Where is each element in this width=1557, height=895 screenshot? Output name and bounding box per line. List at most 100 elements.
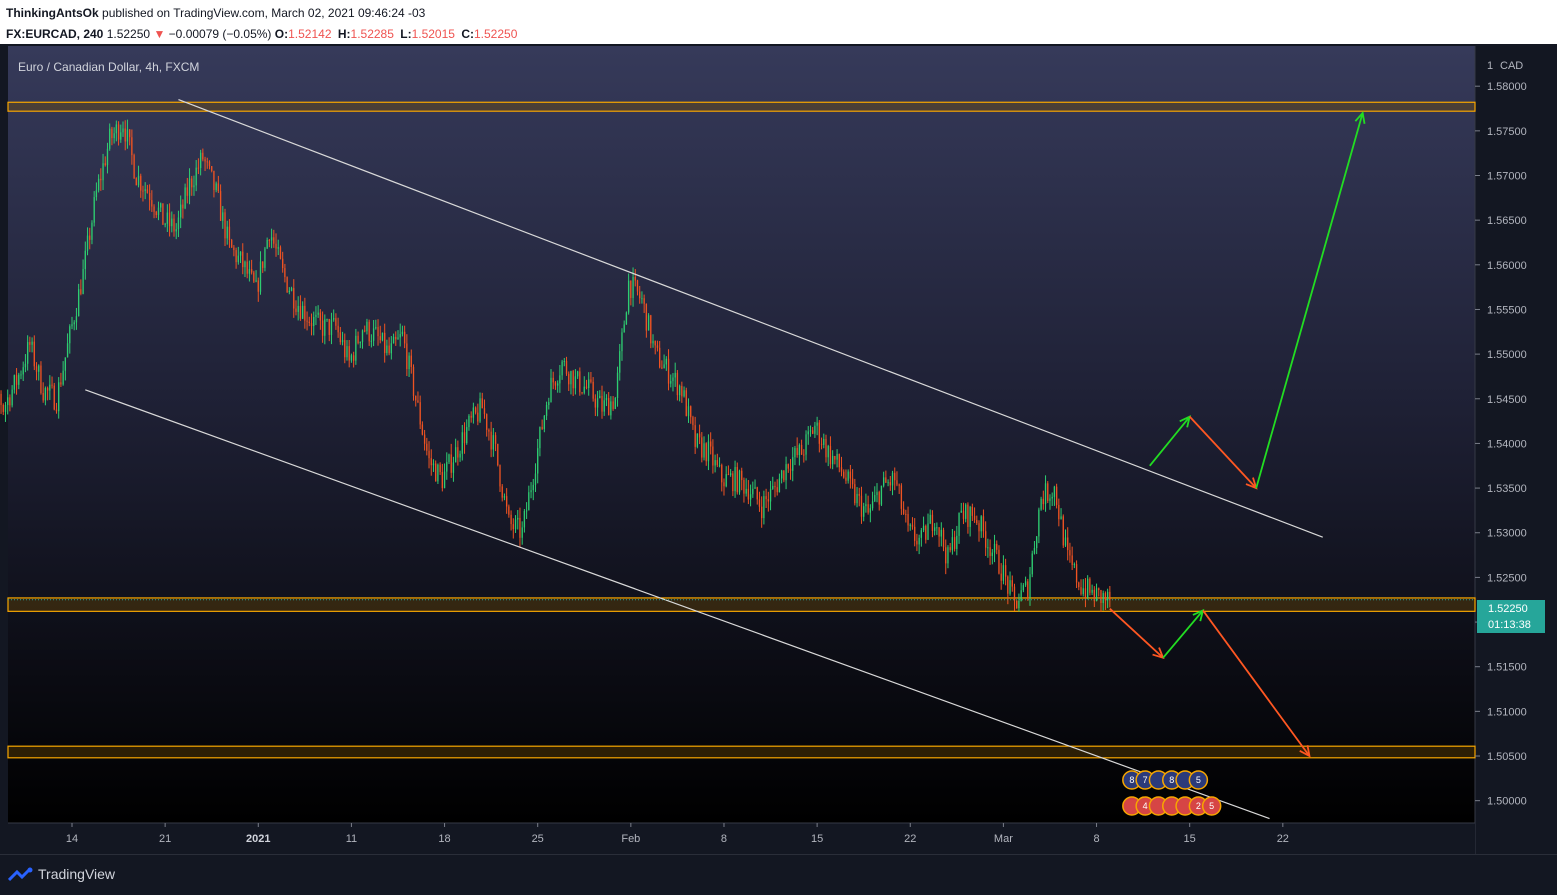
event-count-7: 4 <box>1143 801 1148 811</box>
candle-body-153 <box>317 312 319 315</box>
candle-body-25 <box>33 341 35 367</box>
candle-407 <box>880 485 883 507</box>
candle-body-330 <box>710 441 712 447</box>
projection-arrow-line-1 <box>1189 416 1257 489</box>
candle-491 <box>1067 527 1069 561</box>
candle-225 <box>477 403 479 426</box>
candle-390 <box>843 469 845 479</box>
time-tick-label-10: Mar <box>994 833 1013 845</box>
candle-78 <box>151 190 153 212</box>
candle-208 <box>439 462 441 475</box>
candle-301 <box>645 303 648 338</box>
candle-219 <box>463 422 466 454</box>
candle-body-59 <box>109 128 111 149</box>
candle-body-408 <box>882 477 885 486</box>
candle-body-283 <box>605 398 608 401</box>
candle-27 <box>38 364 40 381</box>
candle-320 <box>687 398 690 423</box>
candle-37 <box>60 372 62 388</box>
candle-body-232 <box>492 435 495 450</box>
candle-420 <box>909 523 911 531</box>
author-name[interactable]: ThinkingAntsOk <box>6 6 99 20</box>
candle-222 <box>470 411 472 423</box>
candle-body-280 <box>599 395 601 399</box>
candle-435 <box>942 527 945 552</box>
projection-arrows-layer <box>1109 110 1366 758</box>
candle-327 <box>703 436 705 461</box>
candle-body-328 <box>705 443 707 462</box>
candle-338 <box>727 465 730 476</box>
candle-body-489 <box>1062 516 1064 546</box>
candle-275 <box>588 372 590 396</box>
candle-body-244 <box>519 517 521 538</box>
time-axis[interactable]: 14 21 2021 11 18 25 Feb 8 15 22 Mar 8 15 22 <box>66 823 1289 845</box>
zones-layer <box>7 101 1476 759</box>
candle-206 <box>435 460 437 482</box>
candle-body-311 <box>667 358 670 384</box>
price-axis[interactable]: 1.58000 1.57500 1.57000 1.56500 1.56000 1.555… <box>1475 81 1527 808</box>
candle-324 <box>696 433 699 449</box>
candle-439 <box>951 528 954 555</box>
candle-body-77 <box>148 192 151 201</box>
candle-311 <box>667 349 670 391</box>
candle-133 <box>273 229 275 248</box>
candle-body-230 <box>488 429 490 432</box>
candle-body-85 <box>166 212 169 224</box>
candle-281 <box>601 385 603 419</box>
candle-493 <box>1071 546 1073 571</box>
candle-body-208 <box>439 464 441 473</box>
support-resistance-zone-1 <box>7 597 1476 612</box>
candle-body-456 <box>989 547 991 557</box>
candle-332 <box>714 454 716 473</box>
candle-238 <box>505 488 508 514</box>
candle-254 <box>541 419 543 430</box>
candle-body-124 <box>253 272 255 282</box>
candle-31 <box>46 386 49 401</box>
low-label: L: <box>400 27 412 41</box>
candle-403 <box>871 491 874 511</box>
candle-164 <box>341 331 344 346</box>
candle-body-53 <box>95 190 98 198</box>
price-tick-label-14: 1.51000 <box>1487 706 1527 718</box>
candle-291 <box>623 320 625 333</box>
candle-173 <box>361 329 364 349</box>
candle-445 <box>965 503 967 523</box>
candle-454 <box>984 521 987 556</box>
event-count-12: 5 <box>1209 801 1214 811</box>
candle-body-207 <box>437 464 439 482</box>
candle-body-92 <box>182 204 184 209</box>
candle-127 <box>259 251 262 295</box>
candle-body-178 <box>372 328 375 341</box>
candle-444 <box>962 502 965 525</box>
candle-505 <box>1098 587 1100 597</box>
candle-body-467 <box>1013 586 1016 601</box>
chart-svg[interactable]: 8 7 8 54 2 5 1.580001.575001.570001.565001.56… <box>0 44 1557 854</box>
candle-182 <box>381 332 384 342</box>
candle-body-318 <box>683 390 685 397</box>
tradingview-brand[interactable]: TradingView <box>38 866 116 882</box>
candle-240 <box>510 510 512 531</box>
candle-158 <box>328 318 330 342</box>
candle-74 <box>142 185 144 202</box>
candle-285 <box>610 396 612 420</box>
tradingview-logo-icon[interactable] <box>8 867 34 883</box>
candle-177 <box>370 334 373 348</box>
candle-body-383 <box>827 446 829 458</box>
candle-300 <box>643 294 645 313</box>
candle-body-327 <box>703 443 705 458</box>
candle-146 <box>301 301 304 320</box>
candle-77 <box>148 184 151 211</box>
candle-body-494 <box>1073 564 1076 566</box>
candle-body-376 <box>812 430 814 434</box>
candle-body-496 <box>1078 582 1080 588</box>
candle-body-22 <box>26 342 29 364</box>
candle-283 <box>605 394 608 407</box>
candle-body-52 <box>93 197 95 223</box>
candle-body-49 <box>86 235 89 251</box>
candle-body-199 <box>419 402 421 425</box>
candle-434 <box>940 522 942 547</box>
candle-310 <box>665 356 667 371</box>
candle-body-356 <box>767 499 769 502</box>
candle-body-307 <box>659 347 661 368</box>
